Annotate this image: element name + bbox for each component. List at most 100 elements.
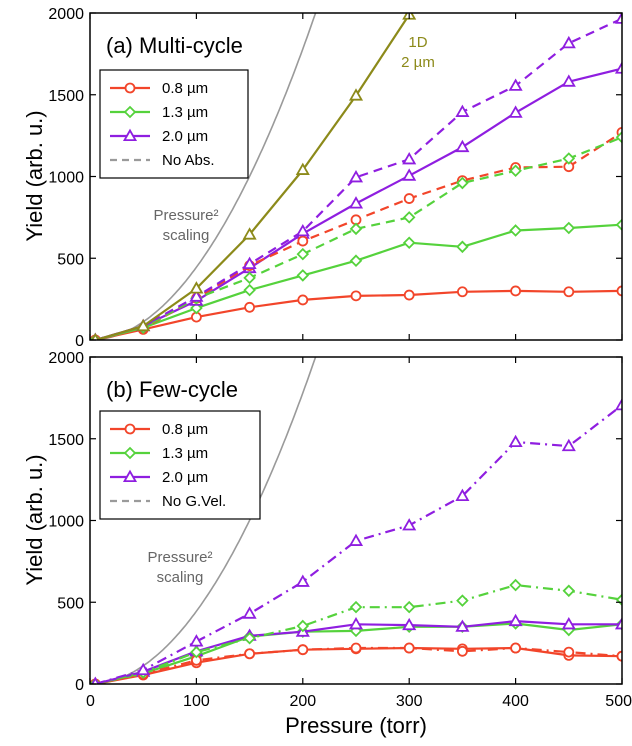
- data-point-0-5-9: [561, 35, 576, 49]
- legend-label: 1.3 µm: [162, 445, 208, 462]
- data-point-1-5-5: [348, 533, 364, 546]
- x-tick-label: 300: [396, 693, 423, 710]
- y-tick-label: 1500: [48, 88, 84, 105]
- series-0-6: [91, 13, 417, 340]
- data-point-0-1-4: [296, 269, 310, 282]
- legend-entry-3: No Abs.: [110, 152, 215, 169]
- data-point-0-0-9: [563, 286, 575, 298]
- data-point-1-3-9: [563, 646, 575, 658]
- data-point-0-1-6: [402, 236, 416, 249]
- legend-marker: [124, 82, 136, 94]
- legend-entry-0: 0.8 µm: [110, 80, 208, 97]
- data-point-1-5-7: [455, 488, 470, 502]
- data-point-0-6-5: [348, 88, 364, 101]
- data-point-1-4-7: [456, 594, 469, 607]
- data-point-1-5-9: [561, 438, 576, 452]
- legend-marker: [122, 128, 138, 142]
- data-point-0-1-7: [456, 240, 469, 254]
- data-point-1-5-6: [402, 518, 417, 531]
- data-point-0-4-3: [243, 271, 256, 285]
- data-point-0-5-8: [508, 78, 523, 91]
- series-line-1-4: [95, 583, 622, 684]
- data-point-1-5-2: [189, 634, 204, 647]
- data-point-1-5-3: [242, 606, 257, 619]
- x-axis-label: Pressure (torr): [285, 713, 427, 738]
- data-point-0-2-9: [561, 74, 576, 87]
- data-point-0-5-7: [455, 104, 470, 117]
- data-point-1-4-6: [402, 600, 416, 614]
- legend-marker: [123, 446, 137, 460]
- x-tick-label: 400: [502, 693, 529, 710]
- panel-few-cycle: (b) Few-cycle Yield (arb. u.) Pressure (…: [22, 350, 632, 738]
- series-line-1-5: [94, 404, 622, 684]
- y-tick-label: 2000: [48, 6, 84, 23]
- data-point-0-5-10: [614, 13, 622, 24]
- data-point-1-3-10: [616, 650, 622, 662]
- series-1-4: [90, 578, 622, 684]
- annotation-0-1: 1D 2 µm: [401, 34, 435, 71]
- data-point-1-5-10: [614, 397, 622, 411]
- data-point-0-2-5: [348, 196, 364, 209]
- panel-b-title: (b) Few-cycle: [106, 377, 238, 402]
- x-tick-label: 0: [86, 693, 95, 710]
- data-point-0-4-9: [562, 152, 576, 165]
- data-point-0-2-10: [614, 61, 622, 74]
- x-tick-label: 200: [289, 693, 316, 710]
- data-point-0-4-5: [349, 222, 363, 236]
- data-point-1-5-8: [508, 434, 523, 448]
- data-point-0-4-6: [402, 211, 416, 224]
- data-point-0-1-5: [349, 254, 363, 267]
- data-point-0-1-10: [615, 218, 622, 232]
- y-tick-label: 1000: [48, 514, 84, 531]
- data-point-0-6-4: [295, 162, 310, 175]
- legend-label: 2.0 µm: [162, 469, 208, 486]
- annotation-0-0: Pressure² scaling: [153, 207, 218, 244]
- legend-label: 1.3 µm: [162, 104, 208, 121]
- data-point-0-6-1: [136, 318, 151, 332]
- data-point-0-0-5: [350, 290, 362, 302]
- data-point-0-4-8: [509, 164, 522, 178]
- data-point-1-3-7: [456, 645, 468, 657]
- data-point-0-3-4: [297, 235, 309, 247]
- legend-entry-0: 0.8 µm: [110, 421, 208, 438]
- legend-entry-1: 1.3 µm: [110, 445, 208, 462]
- data-point-0-2-8: [508, 105, 523, 118]
- data-point-0-0-4: [297, 294, 309, 306]
- data-point-1-4-9: [562, 584, 576, 598]
- data-point-0-0-8: [510, 285, 521, 297]
- legend-marker: [122, 469, 138, 483]
- data-point-0-0-3: [244, 301, 256, 313]
- legend-label: 2.0 µm: [162, 128, 208, 145]
- data-point-1-2-5: [348, 617, 364, 630]
- data-point-1-3-5: [350, 642, 362, 654]
- data-point-0-3-6: [403, 193, 415, 204]
- data-point-0-5-4: [295, 223, 310, 237]
- data-point-0-4-10: [615, 130, 622, 144]
- data-point-0-2-6: [402, 168, 417, 181]
- legend-label: No G.Vel.: [162, 493, 226, 510]
- data-point-0-1-8: [509, 224, 522, 237]
- data-point-0-2-7: [455, 139, 470, 153]
- legend-entry-3: No G.Vel.: [110, 493, 226, 510]
- data-point-0-4-7: [456, 176, 469, 190]
- data-point-0-6-3: [242, 227, 257, 240]
- data-point-0-6-2: [189, 281, 204, 294]
- data-point-0-5-5: [348, 170, 364, 183]
- y-tick-label: 1500: [48, 432, 84, 449]
- panel-b-ylabel: Yield (arb. u.): [22, 454, 47, 585]
- data-point-1-2-8: [508, 613, 523, 627]
- legend-marker: [123, 105, 137, 119]
- data-point-1-4-2: [190, 645, 203, 659]
- data-point-0-4-4: [296, 247, 310, 261]
- y-tick-label: 1000: [48, 170, 84, 187]
- data-point-1-2-9: [561, 617, 576, 630]
- panel-b-legend: 0.8 µm 1.3 µm 2.0 µm No G.Vel.: [99, 410, 261, 520]
- pressure-squared-scaling-curve: [90, 357, 317, 684]
- data-point-1-3-8: [510, 642, 521, 654]
- legend-entry-1: 1.3 µm: [110, 104, 208, 121]
- data-point-0-5-6: [402, 152, 417, 165]
- data-point-0-0-6: [403, 289, 415, 301]
- data-point-0-1-9: [562, 221, 576, 235]
- series-line-0-5: [94, 17, 622, 340]
